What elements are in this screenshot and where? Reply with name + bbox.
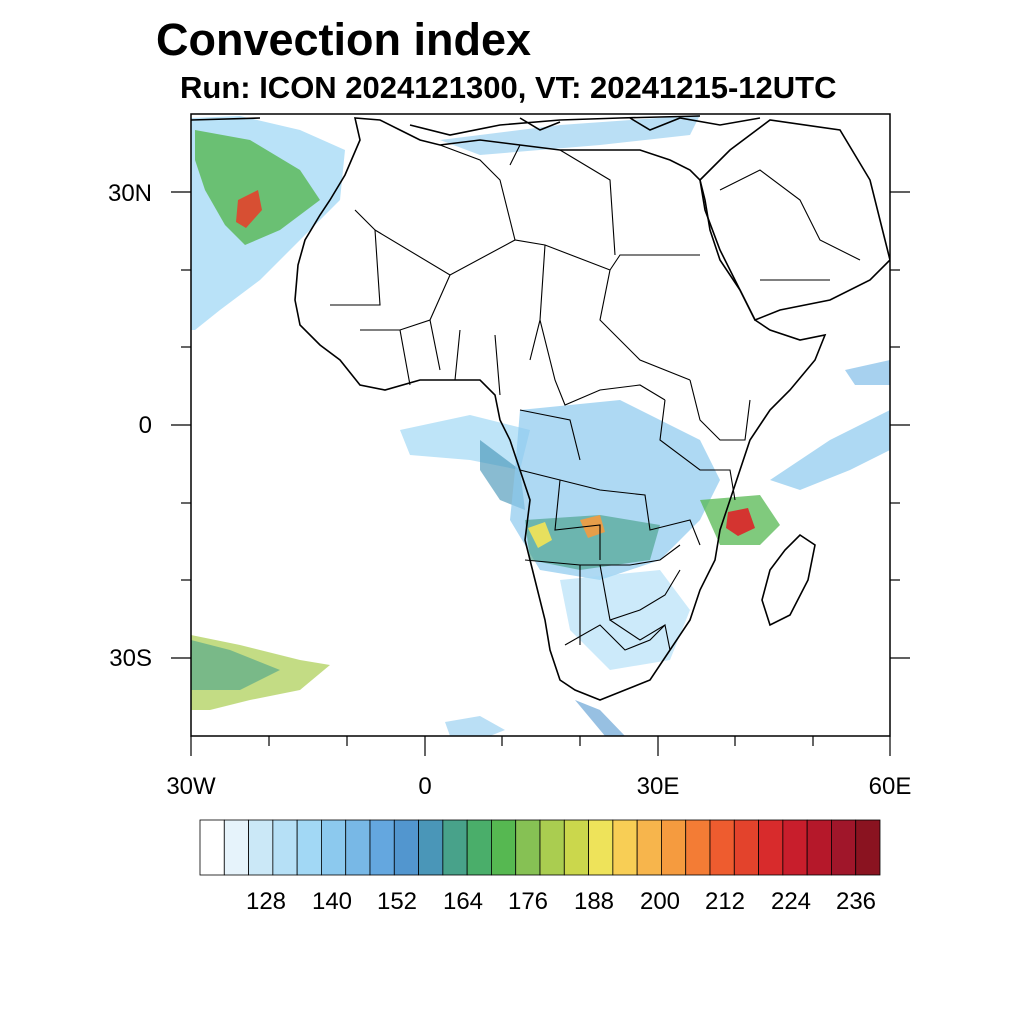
- colorbar-label: 140: [311, 888, 353, 915]
- colorbar-swatch: [393, 819, 419, 876]
- colorbar-label: 152: [376, 888, 418, 915]
- colorbar-label: 188: [573, 888, 615, 915]
- convection-hotspot-angola: [528, 522, 552, 548]
- lat-label-30n: 30N: [107, 180, 152, 207]
- colorbar-swatch: [418, 819, 444, 876]
- border-east-africa: [659, 379, 751, 501]
- colorbar-label: 200: [639, 888, 681, 915]
- lon-label-0: 0: [418, 773, 432, 800]
- convection-area-zambia: [525, 515, 660, 570]
- colorbar-swatch: [223, 819, 249, 876]
- colorbar-swatch: [612, 819, 638, 876]
- colorbar-swatch: [733, 819, 759, 876]
- colorbar: [199, 819, 881, 876]
- colorbar-swatch: [466, 819, 492, 876]
- colorbar-label: 176: [507, 888, 549, 915]
- convection-area-indian-ocean-east: [770, 410, 890, 490]
- colorbar-swatch: [539, 819, 565, 876]
- colorbar-swatch: [491, 819, 517, 876]
- colorbar-swatch: [248, 819, 274, 876]
- border-southern-africa: [524, 544, 681, 645]
- coastlines: [191, 115, 890, 701]
- colorbar-swatch: [563, 819, 589, 876]
- colorbar-swatch: [758, 819, 784, 876]
- convection-area-southern-africa: [560, 570, 690, 670]
- border-sahel: [360, 244, 691, 381]
- convection-area-indian-ocean-north: [845, 360, 890, 385]
- colorbar-swatch: [636, 819, 662, 876]
- colorbar-swatch: [709, 819, 735, 876]
- convection-hotspot-north-atlantic: [236, 190, 262, 228]
- colorbar-swatch: [442, 819, 468, 876]
- colorbar-label: 212: [704, 888, 746, 915]
- colorbar-label: 128: [245, 888, 287, 915]
- colorbar-swatch: [685, 819, 711, 876]
- southern-europe-coast: [519, 117, 761, 131]
- colorbar-swatch: [855, 819, 881, 876]
- border-central-africa: [519, 319, 666, 461]
- convection-area-south-atlantic-south: [445, 716, 505, 736]
- lat-label-30s: 30S: [109, 645, 152, 672]
- colorbar-label: 236: [835, 888, 877, 915]
- colorbar-swatch: [588, 819, 614, 876]
- colorbar-label: 224: [770, 888, 812, 915]
- border-north-africa: [330, 209, 700, 306]
- madagascar-coastline: [761, 533, 816, 627]
- border-west-africa: [399, 319, 501, 396]
- colorbar-swatch: [199, 819, 225, 876]
- colorbar-swatch: [321, 819, 347, 876]
- convection-area-north-atlantic-core: [195, 130, 320, 245]
- border-congo-angola: [519, 469, 701, 560]
- lat-label-eq: 0: [138, 412, 152, 439]
- lon-label-30w: 30W: [166, 773, 216, 800]
- convection-hotspot-zambia: [580, 515, 605, 538]
- border-maghreb: [439, 144, 616, 256]
- colorbar-swatch: [806, 819, 832, 876]
- arabia-coastline: [699, 119, 890, 322]
- colorbar-swatch: [345, 819, 371, 876]
- europe-coastline: [191, 115, 701, 136]
- colorbar-swatch: [831, 819, 857, 876]
- convection-area-mediterranean: [440, 115, 700, 155]
- colorbar-swatch: [661, 819, 687, 876]
- run-subtitle: Run: ICON 2024121300, VT: 20241215-12UTC: [180, 70, 837, 105]
- border-arabia: [719, 169, 861, 281]
- convection-streak-agulhas: [575, 700, 625, 736]
- convection-field: [191, 115, 890, 736]
- colorbar-swatch: [272, 819, 298, 876]
- convection-hotspot-mozambique: [726, 508, 755, 536]
- axis-ticks: [171, 191, 910, 756]
- country-borders: [330, 144, 861, 651]
- convection-area-south-atlantic-edge: [191, 640, 280, 690]
- colorbar-swatch: [369, 819, 395, 876]
- chart-title: Convection index: [156, 14, 532, 65]
- africa-coastline: [294, 117, 827, 701]
- colorbar-swatch: [296, 819, 322, 876]
- colorbar-swatch: [515, 819, 541, 876]
- colorbar-label: 164: [442, 888, 484, 915]
- lon-label-30e: 30E: [636, 773, 680, 800]
- lon-label-60e: 60E: [868, 773, 912, 800]
- colorbar-swatch: [782, 819, 808, 876]
- border-south-africa: [564, 623, 671, 651]
